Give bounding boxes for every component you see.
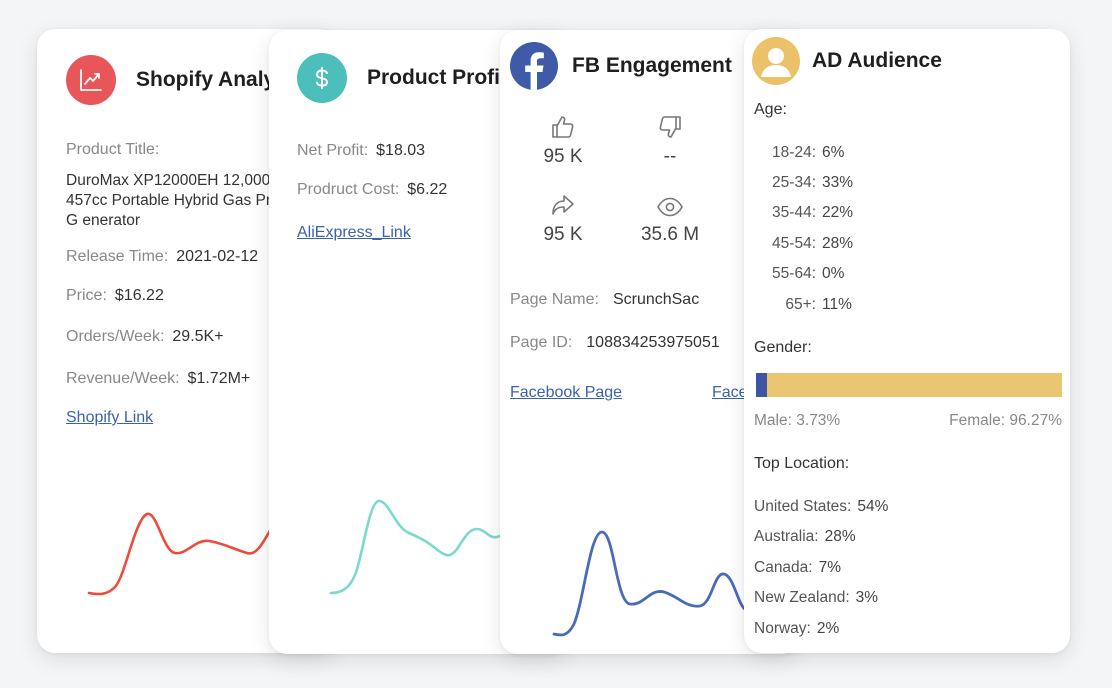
location-row: Australia: 28%	[754, 528, 856, 546]
age-pct: 11%	[822, 296, 852, 313]
age-pct: 0%	[822, 265, 845, 282]
net-profit-row: Net Profit: $18.03	[297, 142, 425, 160]
page-name-label: Page Name:	[510, 291, 599, 308]
location-row: United States: 54%	[754, 498, 888, 516]
top-location-label: Top Location:	[754, 455, 850, 472]
facebook-page-link[interactable]: Facebook Page	[510, 384, 623, 401]
age-row: 65+: 11%	[744, 296, 852, 314]
age-range: 18-24:	[772, 144, 816, 161]
profit-sparkline	[329, 499, 519, 595]
location-pct: 28%	[824, 528, 856, 545]
net-profit-value: $18.03	[376, 142, 426, 159]
revenue-week-label: Revenue/Week:	[66, 370, 180, 387]
fb-sparkline-path	[552, 530, 748, 637]
revenue-week-value: $1.72M+	[187, 370, 251, 387]
thumbs-down-icon	[659, 116, 681, 138]
shopify-link[interactable]: Shopify Link	[66, 409, 154, 426]
age-row: 18-24: 6%	[744, 144, 844, 162]
page-name-row: Page Name: ScrunchSac	[510, 291, 699, 309]
revenue-week-row: Revenue/Week: $1.72M+	[66, 370, 250, 388]
views-count: 35.6 M	[640, 224, 700, 245]
profit-card-header: Product Profit	[297, 53, 507, 103]
age-range: 45-54:	[772, 235, 816, 252]
location-row: New Zealand: 3%	[754, 589, 878, 607]
location-pct: 2%	[816, 620, 840, 637]
location-name: Canada:	[754, 559, 813, 576]
eye-icon	[657, 197, 683, 217]
male-percentage: Male: 3.73%	[754, 412, 841, 429]
age-range: 65+:	[785, 296, 816, 313]
release-time-label: Release Time:	[66, 248, 169, 265]
net-profit-label: Net Profit:	[297, 142, 369, 159]
views-stat: 35.6 M	[625, 196, 715, 246]
release-time-value: 2021-02-12	[176, 248, 259, 265]
release-time-row: Release Time: 2021-02-12	[66, 248, 258, 266]
age-range: 55-64:	[772, 265, 816, 282]
age-range: 25-34:	[772, 174, 816, 191]
price-row: Price: $16.22	[66, 287, 164, 305]
profit-sparkline-path	[329, 499, 519, 595]
dislikes-stat: --	[625, 114, 715, 168]
fb-card-title: FB Engagement	[572, 54, 732, 77]
likes-count: 95 K	[543, 146, 583, 167]
orders-week-label: Orders/Week:	[66, 328, 165, 345]
dislikes-count: --	[663, 146, 677, 167]
age-pct: 33%	[822, 174, 854, 191]
location-pct: 3%	[855, 589, 879, 606]
fb-card-header: FB Engagement	[510, 42, 732, 90]
age-row: 55-64: 0%	[744, 265, 844, 283]
facebook-logo-icon	[510, 42, 558, 90]
user-avatar-icon	[752, 37, 800, 85]
shopify-card-title: Shopify Analytics	[136, 68, 312, 91]
shares-count: 95 K	[543, 224, 583, 245]
product-cost-value: $6.22	[407, 181, 448, 198]
location-name: United States:	[754, 498, 852, 515]
age-pct: 22%	[822, 204, 854, 221]
audience-card-title: AD Audience	[812, 49, 942, 72]
age-pct: 6%	[822, 144, 845, 161]
gender-label: Gender:	[754, 339, 812, 356]
age-row: 35-44: 22%	[744, 204, 853, 222]
aliexpress-link[interactable]: AliExpress_Link	[297, 224, 411, 241]
age-row: 45-54: 28%	[744, 235, 853, 253]
product-cost-label: Prodruct Cost:	[297, 181, 400, 198]
orders-week-value: 29.5K+	[172, 328, 224, 345]
price-value: $16.22	[114, 287, 164, 304]
price-label: Price:	[66, 287, 107, 304]
orders-week-row: Orders/Week: 29.5K+	[66, 328, 224, 346]
age-pct: 28%	[822, 235, 854, 252]
shares-stat: 95 K	[518, 192, 608, 246]
location-row: Canada: 7%	[754, 559, 841, 577]
fb-engagement-sparkline	[552, 530, 748, 637]
gender-split-bar	[756, 373, 1062, 397]
age-row: 25-34: 33%	[744, 174, 853, 192]
product-title-label: Product Title:	[66, 141, 160, 158]
page-name-value: ScrunchSac	[612, 291, 700, 308]
trend-chart-icon	[66, 55, 116, 105]
page-id-label: Page ID:	[510, 334, 573, 351]
likes-stat: 95 K	[518, 114, 608, 168]
page-id-value: 108834253975051	[586, 334, 720, 351]
shopify-card-header: Shopify Analytics	[66, 55, 311, 105]
thumbs-up-icon	[552, 116, 574, 138]
location-row: Norway: 2%	[754, 620, 839, 638]
page-id-row: Page ID: 108834253975051	[510, 334, 720, 352]
gender-male-fill	[756, 373, 768, 397]
ad-audience-card: AD Audience Age: 18-24: 6% 25-34: 33% 35-4…	[744, 29, 1070, 653]
location-name: Australia:	[754, 528, 819, 545]
age-label: Age:	[754, 101, 787, 118]
product-title-value: DuroMax XP12000EH 12,000-Watt 457cc Port…	[66, 172, 315, 229]
dollar-icon	[297, 53, 347, 103]
location-pct: 7%	[818, 559, 842, 576]
location-name: New Zealand:	[754, 589, 850, 606]
share-arrow-icon	[552, 195, 574, 215]
profit-card-title: Product Profit	[367, 66, 507, 89]
location-name: Norway:	[754, 620, 811, 637]
age-range: 35-44:	[772, 204, 816, 221]
product-cost-row: Prodruct Cost: $6.22	[297, 181, 447, 199]
location-pct: 54%	[857, 498, 889, 515]
female-percentage: Female: 96.27%	[949, 412, 1062, 429]
audience-card-header: AD Audience	[752, 37, 942, 85]
